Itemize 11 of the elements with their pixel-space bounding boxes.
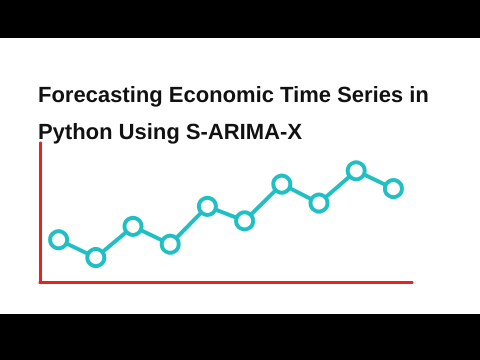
chart-title: Forecasting Economic Time Series in Python Using S-ARIMA-X	[38, 81, 430, 146]
point	[48, 229, 70, 250]
point	[346, 160, 367, 182]
point	[271, 174, 292, 195]
point	[234, 210, 256, 232]
point	[308, 192, 330, 214]
point	[196, 196, 218, 217]
point	[160, 234, 181, 255]
point	[382, 178, 404, 200]
point	[85, 247, 106, 268]
point	[122, 216, 144, 237]
